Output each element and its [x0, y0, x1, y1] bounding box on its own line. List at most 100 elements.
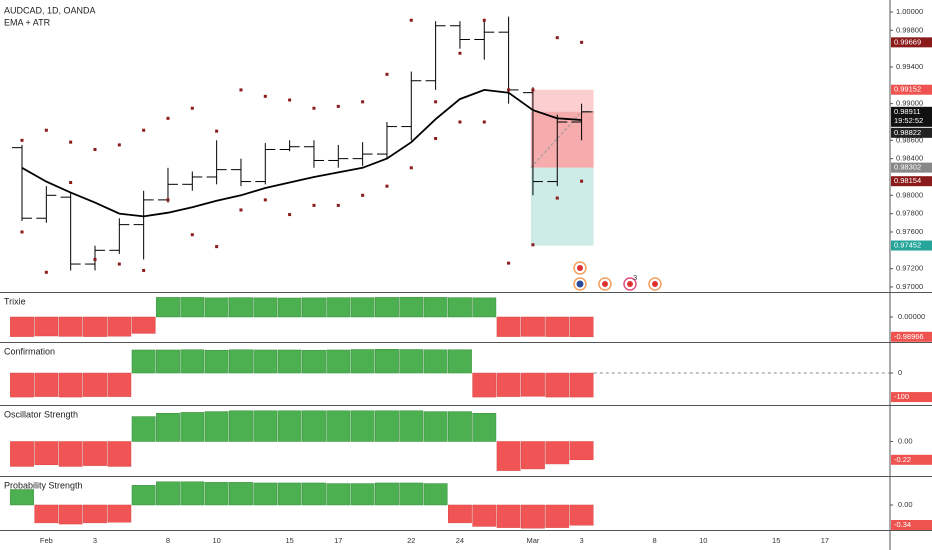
histogram-bar	[569, 316, 594, 338]
position-path	[530, 111, 582, 168]
histogram-bar	[302, 297, 326, 318]
histogram-bar	[156, 349, 180, 374]
event-badge: 3	[633, 273, 637, 282]
histogram-bar	[399, 296, 424, 318]
price-label: 0.99152	[894, 85, 921, 94]
x-tick-label: 22	[407, 536, 415, 545]
stop-zone-active	[530, 111, 594, 168]
y-tick-label: 0.97000	[896, 282, 923, 291]
histogram-bar	[10, 316, 34, 337]
histogram-bar	[204, 482, 229, 506]
histogram-bar	[277, 297, 302, 318]
value-label-bg	[891, 331, 932, 342]
indicator-name: EMA + ATR	[4, 17, 51, 27]
y-tick-label: 0.99000	[896, 99, 923, 108]
x-tick-label: 10	[212, 536, 220, 545]
atr-dot	[93, 147, 97, 151]
atr-dot	[239, 88, 243, 92]
histogram-bar	[83, 441, 107, 466]
x-tick-label: 15	[285, 536, 293, 545]
histogram-bar	[496, 316, 521, 337]
y-tick-label: 0.99400	[896, 62, 923, 71]
atr-dot	[44, 128, 48, 132]
price-label-bg	[891, 106, 932, 127]
atr-dot	[507, 88, 511, 92]
atr-dot	[142, 128, 146, 132]
histogram-bar	[156, 412, 180, 442]
histogram-bar	[496, 504, 521, 528]
atr-dot	[409, 18, 413, 22]
y-tick-label: 0.00	[898, 436, 913, 445]
histogram-bar	[277, 349, 302, 374]
y-tick-label: 0.98000	[896, 190, 923, 199]
histogram-bar	[472, 372, 497, 398]
x-tick-label: Feb	[40, 536, 53, 545]
histogram-bar	[131, 416, 156, 442]
histogram-bar	[375, 297, 399, 318]
atr-dot	[336, 104, 340, 108]
atr-dot	[312, 106, 316, 110]
atr-dot	[555, 36, 559, 40]
atr-dot	[20, 138, 24, 142]
x-tick-label: Mar	[526, 536, 539, 545]
atr-dot	[434, 136, 438, 140]
atr-dot	[458, 120, 462, 124]
atr-dot	[44, 270, 48, 274]
histogram-bar	[350, 410, 375, 442]
histogram-bar	[326, 349, 351, 374]
atr-dot	[336, 203, 340, 207]
histogram-bar	[326, 410, 351, 442]
histogram-bar	[277, 410, 302, 442]
x-tick-label: 17	[821, 536, 829, 545]
histogram-bar	[34, 372, 59, 397]
y-tick-label: 0.99800	[896, 25, 923, 34]
atr-dot	[361, 100, 365, 104]
price-label-bg	[891, 84, 932, 95]
x-tick-label: 3	[93, 536, 97, 545]
value-label-bg	[891, 520, 932, 530]
histogram-bar	[375, 348, 399, 374]
event-flag	[576, 280, 584, 288]
atr-dot	[69, 180, 73, 184]
price-label-bg	[891, 162, 932, 173]
histogram-bar	[58, 441, 83, 467]
event-flag	[627, 281, 633, 287]
histogram-bar	[156, 481, 180, 506]
price-label-bg	[891, 176, 932, 187]
histogram-bar	[350, 297, 375, 318]
histogram-bar	[448, 349, 472, 374]
y-tick-label: 0.97600	[896, 227, 923, 236]
atr-dot	[288, 98, 292, 102]
histogram-bar	[521, 441, 545, 470]
value-label: -0.98966	[894, 332, 924, 341]
x-tick-label: 3	[580, 536, 584, 545]
histogram-bar	[496, 441, 521, 471]
histogram-bar	[326, 297, 351, 318]
atr-dot	[93, 257, 97, 261]
atr-dot	[69, 140, 73, 144]
histogram-bar	[496, 372, 521, 397]
atr-dot	[555, 196, 559, 200]
histogram-bar	[229, 297, 253, 318]
histogram-bar	[34, 316, 59, 337]
histogram-bar	[399, 482, 424, 506]
histogram-bar	[326, 483, 351, 506]
y-tick-label: 0.98400	[896, 154, 923, 163]
panel-title: Trixie	[4, 296, 26, 306]
atr-dot	[20, 230, 24, 234]
atr-dot	[434, 100, 438, 104]
price-label-bg	[891, 240, 932, 251]
histogram-bar	[34, 504, 59, 524]
atr-dot	[239, 208, 243, 212]
atr-dot	[458, 51, 462, 55]
histogram-bar	[521, 504, 545, 529]
histogram-bar	[423, 483, 448, 506]
value-label-bg	[891, 454, 932, 465]
histogram-bar	[83, 504, 107, 524]
price-label: 0.98154	[894, 176, 921, 185]
price-label: 0.99669	[894, 37, 921, 46]
histogram-bar	[375, 482, 399, 506]
histogram-bar	[156, 297, 180, 318]
histogram-bar	[448, 297, 472, 318]
